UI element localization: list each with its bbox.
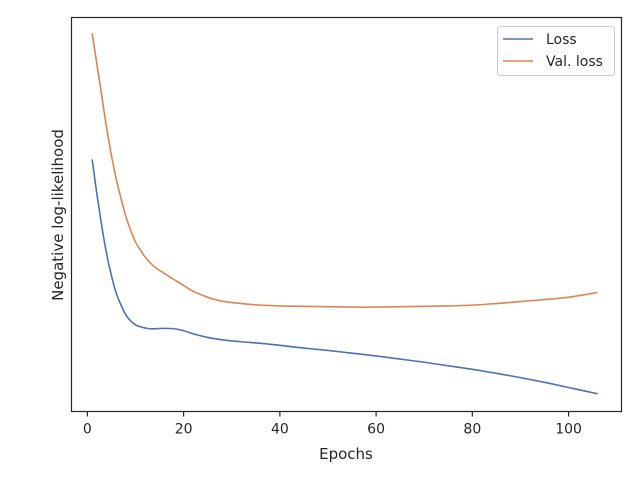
series-line-val-loss [91,33,598,308]
legend-label: Loss [546,32,577,48]
plot-frame [70,16,623,413]
y-axis-label: Negative log-likelihood [49,129,67,301]
x-tick-label: 100 [555,422,582,438]
x-tick-label: 20 [175,422,193,438]
legend-label: Val. loss [546,54,603,70]
legend: Loss Val. loss [497,26,615,76]
x-tick-label: 60 [367,422,385,438]
x-axis-ticks: 0 20 40 60 80 100 [83,411,582,438]
x-tick-label: 40 [271,422,289,438]
x-tick-label: 0 [83,422,92,438]
series-layer [91,33,598,395]
series-line-loss [91,159,598,395]
x-axis-label: Epochs [319,445,373,463]
x-tick-label: 80 [463,422,481,438]
